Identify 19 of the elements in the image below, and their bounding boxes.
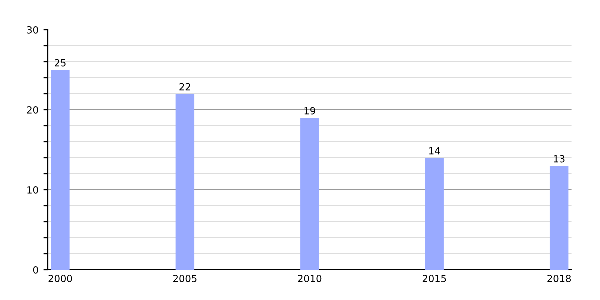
bar <box>51 70 70 270</box>
bar <box>425 158 444 270</box>
y-tick-label: 20 <box>27 106 38 114</box>
x-tick-label: 2018 <box>548 275 572 282</box>
data-label: 25 <box>55 59 66 67</box>
data-label: 13 <box>554 155 565 163</box>
data-label: 14 <box>429 148 440 155</box>
data-label: 22 <box>180 83 190 91</box>
bar <box>550 166 569 270</box>
x-tick-label: 2015 <box>422 275 446 282</box>
y-tick-label: 10 <box>28 186 38 194</box>
bar <box>300 118 320 270</box>
x-tick-label: 2010 <box>298 275 322 282</box>
data-label: 19 <box>304 107 316 115</box>
x-tick-label: 2005 <box>174 275 197 282</box>
bar <box>176 94 195 270</box>
y-tick-label: 30 <box>27 26 38 34</box>
x-tick-label: 2000 <box>48 275 72 282</box>
y-tick-label: 0 <box>33 266 38 274</box>
